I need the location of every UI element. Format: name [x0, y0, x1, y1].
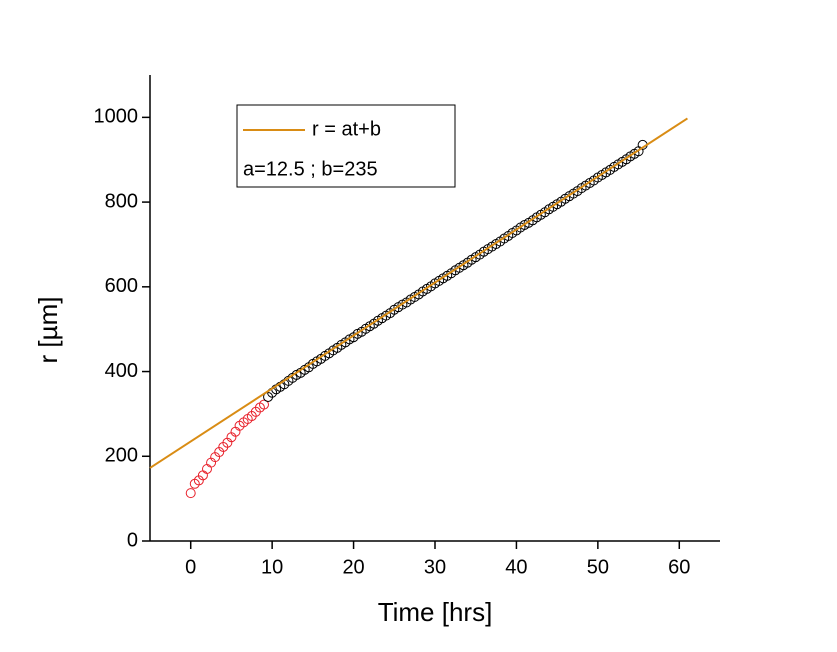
y-tick-label: 1000: [94, 106, 139, 128]
x-tick-label: 60: [668, 556, 690, 578]
x-tick-label: 20: [342, 556, 364, 578]
y-tick-label: 600: [105, 275, 138, 297]
x-tick-label: 40: [505, 556, 527, 578]
fit-line: [149, 117, 688, 469]
y-tick-label: 800: [105, 190, 138, 212]
y-axis-title: r [µm]: [33, 297, 63, 364]
legend-label: r = at+b: [312, 118, 381, 140]
x-tick-label: 10: [261, 556, 283, 578]
x-axis-title: Time [hrs]: [378, 597, 493, 627]
y-tick-label: 0: [127, 529, 138, 551]
legend-box: [236, 104, 456, 188]
x-tick-label: 30: [424, 556, 446, 578]
annotation: a=12.5 ; b=235: [243, 158, 378, 180]
data-point: [185, 488, 196, 499]
data-point: [259, 399, 269, 410]
x-tick-label: 50: [587, 556, 609, 578]
x-tick-label: 0: [185, 556, 196, 578]
y-tick-label: 400: [105, 360, 138, 382]
y-tick-label: 200: [105, 445, 138, 467]
